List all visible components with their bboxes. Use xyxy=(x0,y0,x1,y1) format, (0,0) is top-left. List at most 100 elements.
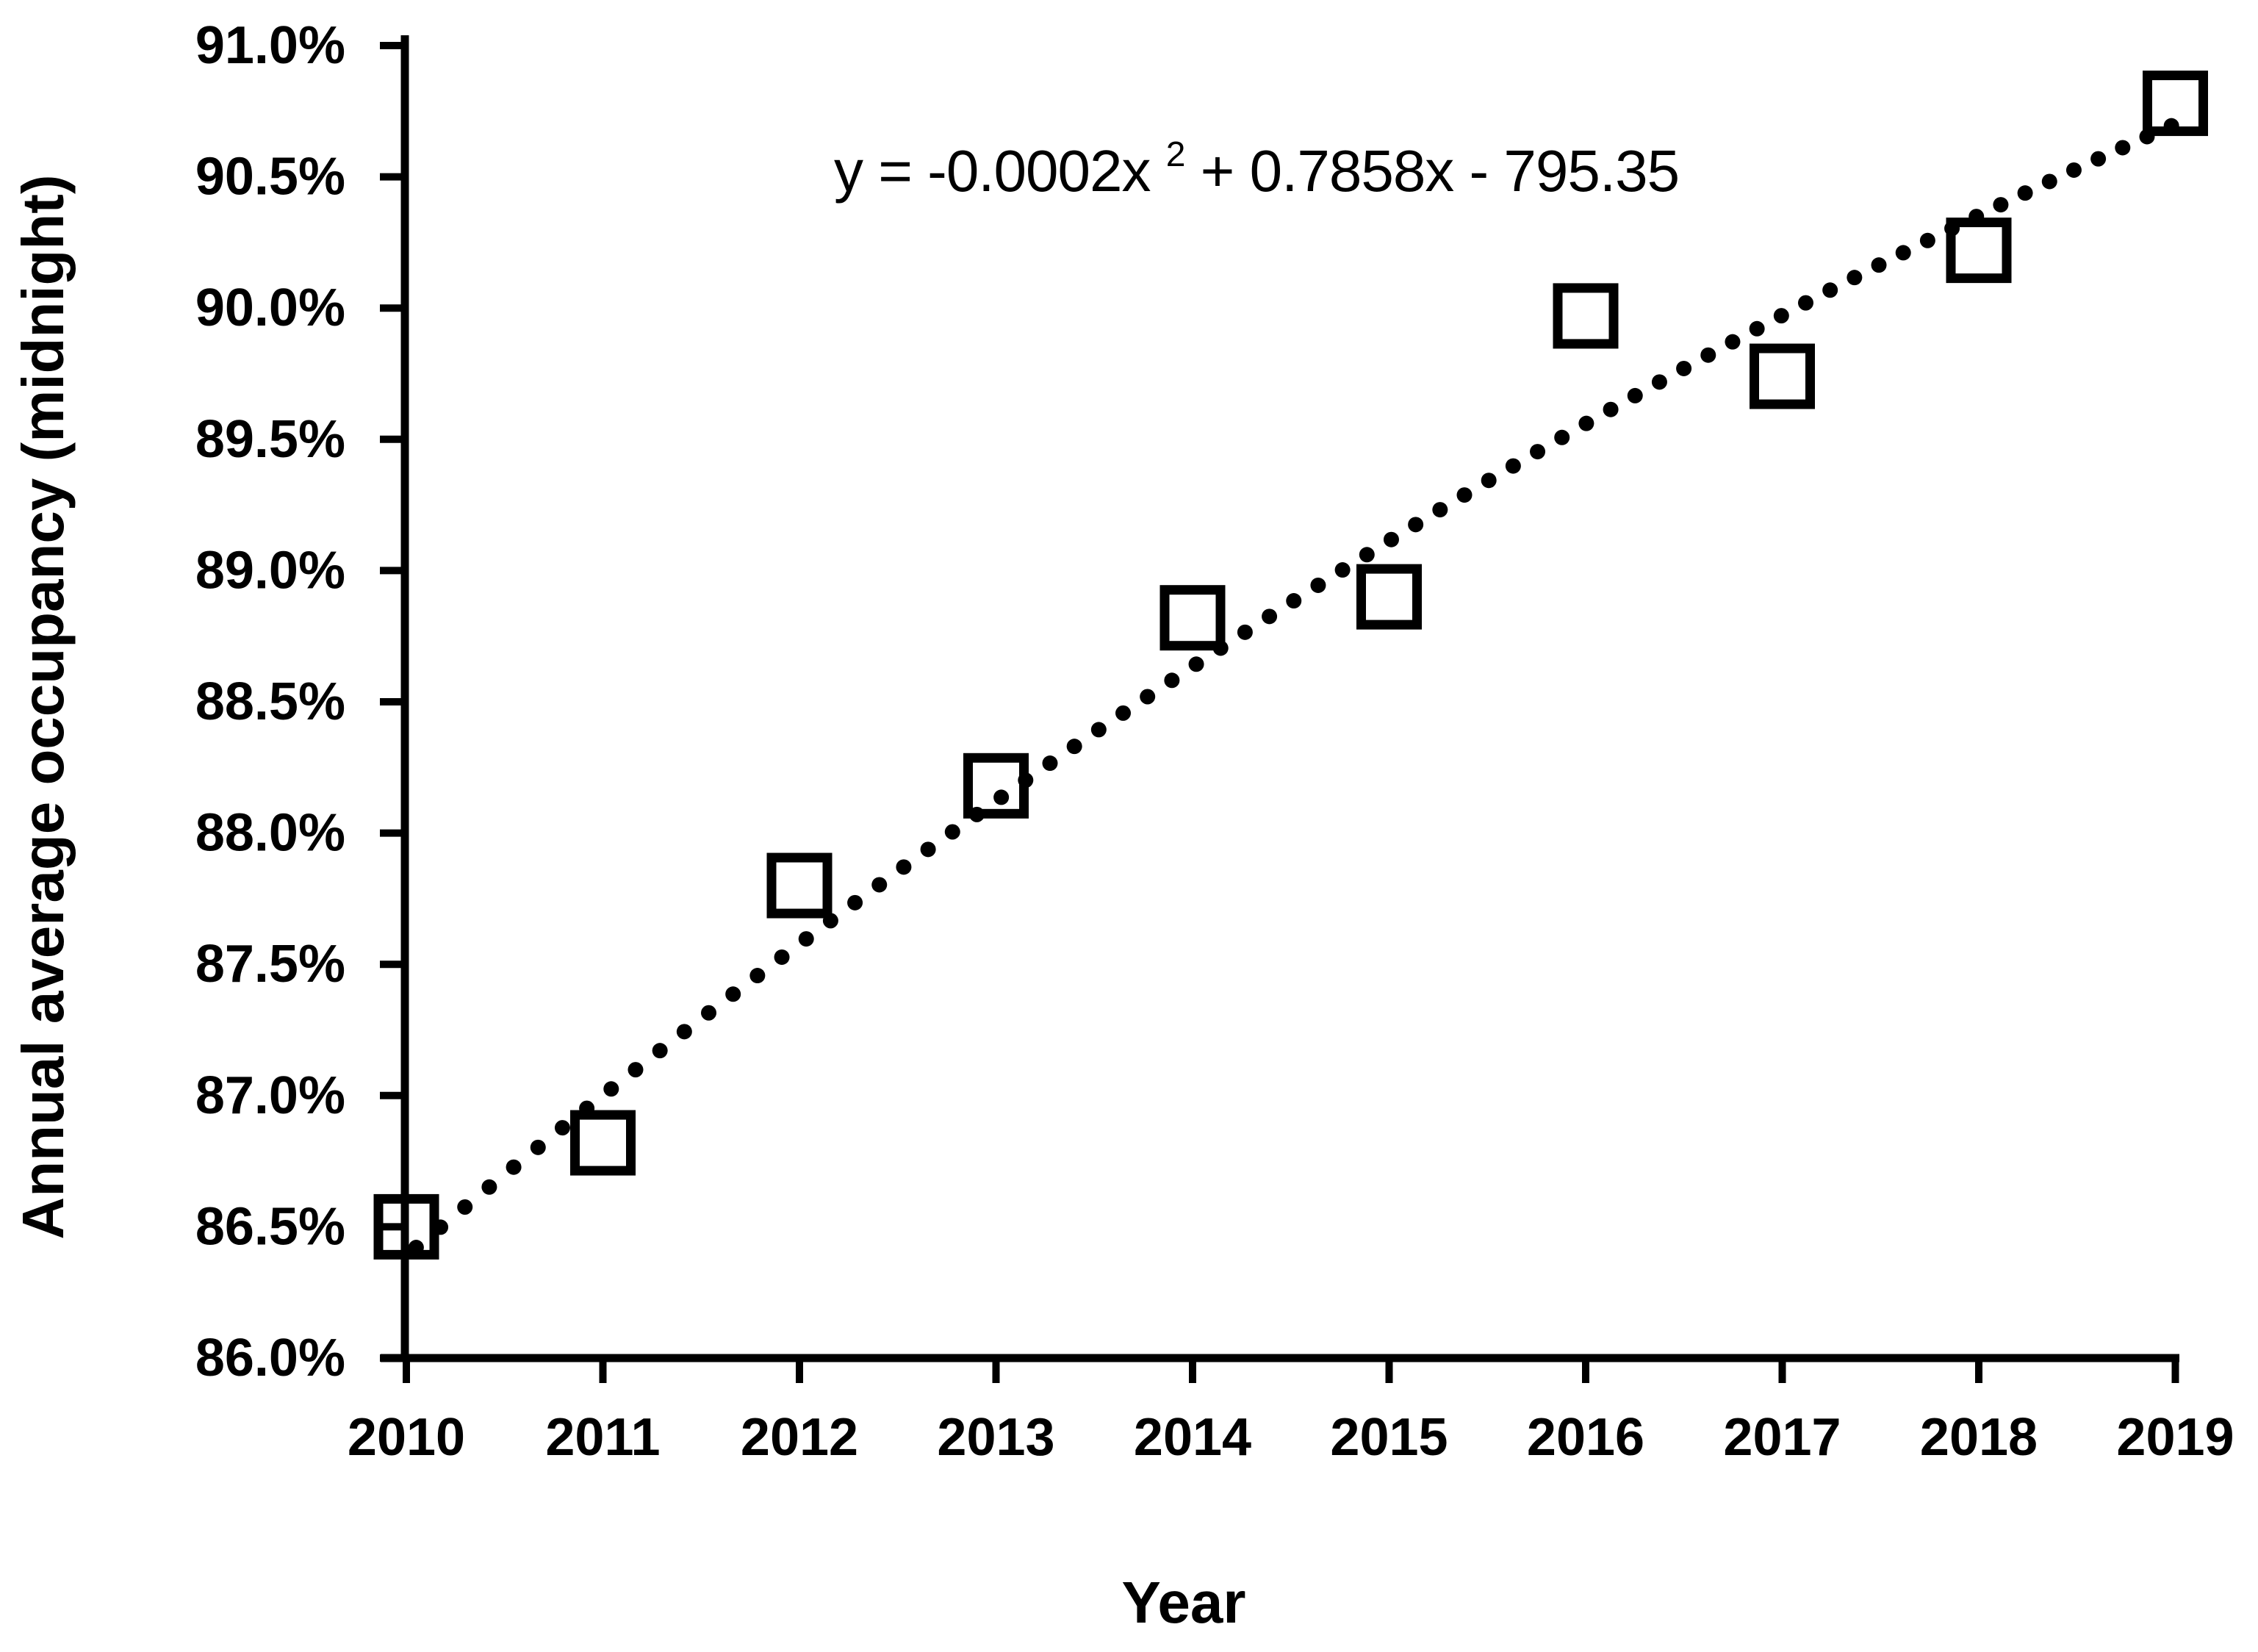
trend-dot xyxy=(1603,401,1619,417)
equation-suffix: + 0.7858x - 795.35 xyxy=(1201,138,1679,204)
trend-dot xyxy=(1578,415,1594,431)
trend-dot xyxy=(1725,334,1741,350)
trend-dot xyxy=(1188,656,1204,672)
trend-dot xyxy=(1554,429,1570,445)
x-tick-label: 2015 xyxy=(1330,1408,1448,1467)
y-tick-label: 88.0% xyxy=(195,804,345,863)
trend-dot xyxy=(652,1043,668,1059)
trend-dot xyxy=(676,1024,692,1040)
trend-dot xyxy=(1530,444,1546,460)
trend-dot xyxy=(530,1139,546,1155)
trend-dot xyxy=(1140,689,1156,705)
trend-dot xyxy=(2090,151,2107,167)
trend-dot xyxy=(1262,608,1278,625)
x-tick-label: 2010 xyxy=(348,1408,465,1467)
equation-prefix: y = -0.0002x xyxy=(834,138,1151,204)
trend-dot xyxy=(1432,502,1448,518)
data-marker-2012 xyxy=(766,852,833,919)
trend-dot xyxy=(1115,705,1132,721)
y-axis-title: Annual average occupancy (midnight) xyxy=(10,174,76,1239)
x-tick-label: 2016 xyxy=(1527,1408,1644,1467)
trendline-dots xyxy=(408,118,2179,1256)
trend-dot xyxy=(847,894,863,911)
trend-dot xyxy=(603,1081,619,1097)
trend-dot xyxy=(774,949,790,965)
y-tick-label: 89.5% xyxy=(195,410,345,469)
trend-dot xyxy=(1797,295,1813,311)
x-tick-label: 2014 xyxy=(1134,1408,1251,1467)
data-marker-2019 xyxy=(2143,71,2208,137)
x-tick-label: 2019 xyxy=(2116,1408,2234,1467)
y-tick-label: 86.5% xyxy=(195,1197,345,1256)
trend-dot xyxy=(481,1179,497,1195)
y-axis-ticks xyxy=(380,42,405,1362)
x-tick-label: 2013 xyxy=(937,1408,1054,1467)
trend-dot xyxy=(1847,270,1863,286)
data-marker-2017 xyxy=(1750,343,1815,409)
trend-dot xyxy=(1700,347,1716,363)
x-tick-label: 2017 xyxy=(1723,1408,1841,1467)
trend-dot xyxy=(628,1062,644,1078)
y-tick-label: 90.5% xyxy=(195,148,345,206)
trend-dot xyxy=(1408,517,1424,533)
trend-dot xyxy=(1651,374,1667,390)
trend-dot xyxy=(920,841,936,858)
data-markers xyxy=(373,71,2208,1260)
trend-dot xyxy=(993,789,1010,805)
x-tick-label: 2018 xyxy=(1920,1408,2038,1467)
y-tick-label: 91.0% xyxy=(195,16,345,75)
trend-dot xyxy=(1164,672,1180,689)
data-marker-2015 xyxy=(1356,564,1422,630)
trend-dot xyxy=(457,1199,473,1215)
y-tick-label: 89.0% xyxy=(195,541,345,600)
equation-superscript: 2 xyxy=(1166,135,1185,174)
trend-dot xyxy=(1383,531,1399,547)
trend-dot xyxy=(1919,232,1935,248)
x-axis-ticks xyxy=(403,1358,2179,1383)
x-tick-label: 2012 xyxy=(741,1408,858,1467)
trend-dot xyxy=(2017,185,2033,201)
y-tick-label: 87.0% xyxy=(195,1066,345,1125)
trend-dot xyxy=(1286,593,1302,609)
data-marker-2016 xyxy=(1553,283,1619,349)
data-marker-2013 xyxy=(963,753,1029,819)
trend-dot xyxy=(725,986,741,1002)
trend-dot xyxy=(1627,387,1643,403)
trend-dot xyxy=(2041,173,2057,190)
y-tick-label: 87.5% xyxy=(195,935,345,994)
trend-dot xyxy=(944,824,960,840)
x-tick-labels: 2010 2011 2012 2013 2014 2015 2016 2017 2018 2019 xyxy=(348,1408,2234,1467)
trend-dot xyxy=(1456,487,1473,503)
trend-dot xyxy=(1871,257,1887,273)
y-tick-label: 90.0% xyxy=(195,279,345,337)
trend-dot xyxy=(1895,245,1911,261)
y-tick-labels: 91.0% 90.5% 90.0% 89.5% 89.0% 88.5% 88.0% 87.5%… xyxy=(195,16,345,1387)
trend-dot xyxy=(749,968,766,984)
x-tick-label: 2011 xyxy=(545,1408,660,1467)
trend-dot xyxy=(506,1159,522,1175)
data-marker-2018 xyxy=(1946,218,2012,284)
trend-dot xyxy=(1822,282,1838,298)
x-axis-title: Year xyxy=(1121,1570,1245,1635)
trend-dot xyxy=(554,1120,570,1136)
trend-dot xyxy=(1237,624,1253,640)
trend-dot xyxy=(1481,473,1497,489)
data-marker-2014 xyxy=(1159,585,1226,651)
trend-dot xyxy=(1749,320,1765,337)
trend-dot xyxy=(798,931,814,947)
trend-dot xyxy=(1993,197,2009,213)
trendline-equation: y = -0.0002x 2 + 0.7858x - 795.35 xyxy=(834,113,1679,204)
trend-dot xyxy=(1042,755,1058,772)
y-tick-label: 88.5% xyxy=(195,672,345,731)
axes xyxy=(381,35,2179,1362)
trend-dot xyxy=(1334,562,1351,578)
trend-dot xyxy=(701,1005,717,1021)
trend-dot xyxy=(1066,739,1082,755)
trend-dot xyxy=(1090,722,1107,738)
trend-dot xyxy=(1505,458,1521,474)
trend-dot xyxy=(1359,547,1375,563)
trend-dot xyxy=(1676,360,1692,376)
trend-dot xyxy=(871,877,888,893)
